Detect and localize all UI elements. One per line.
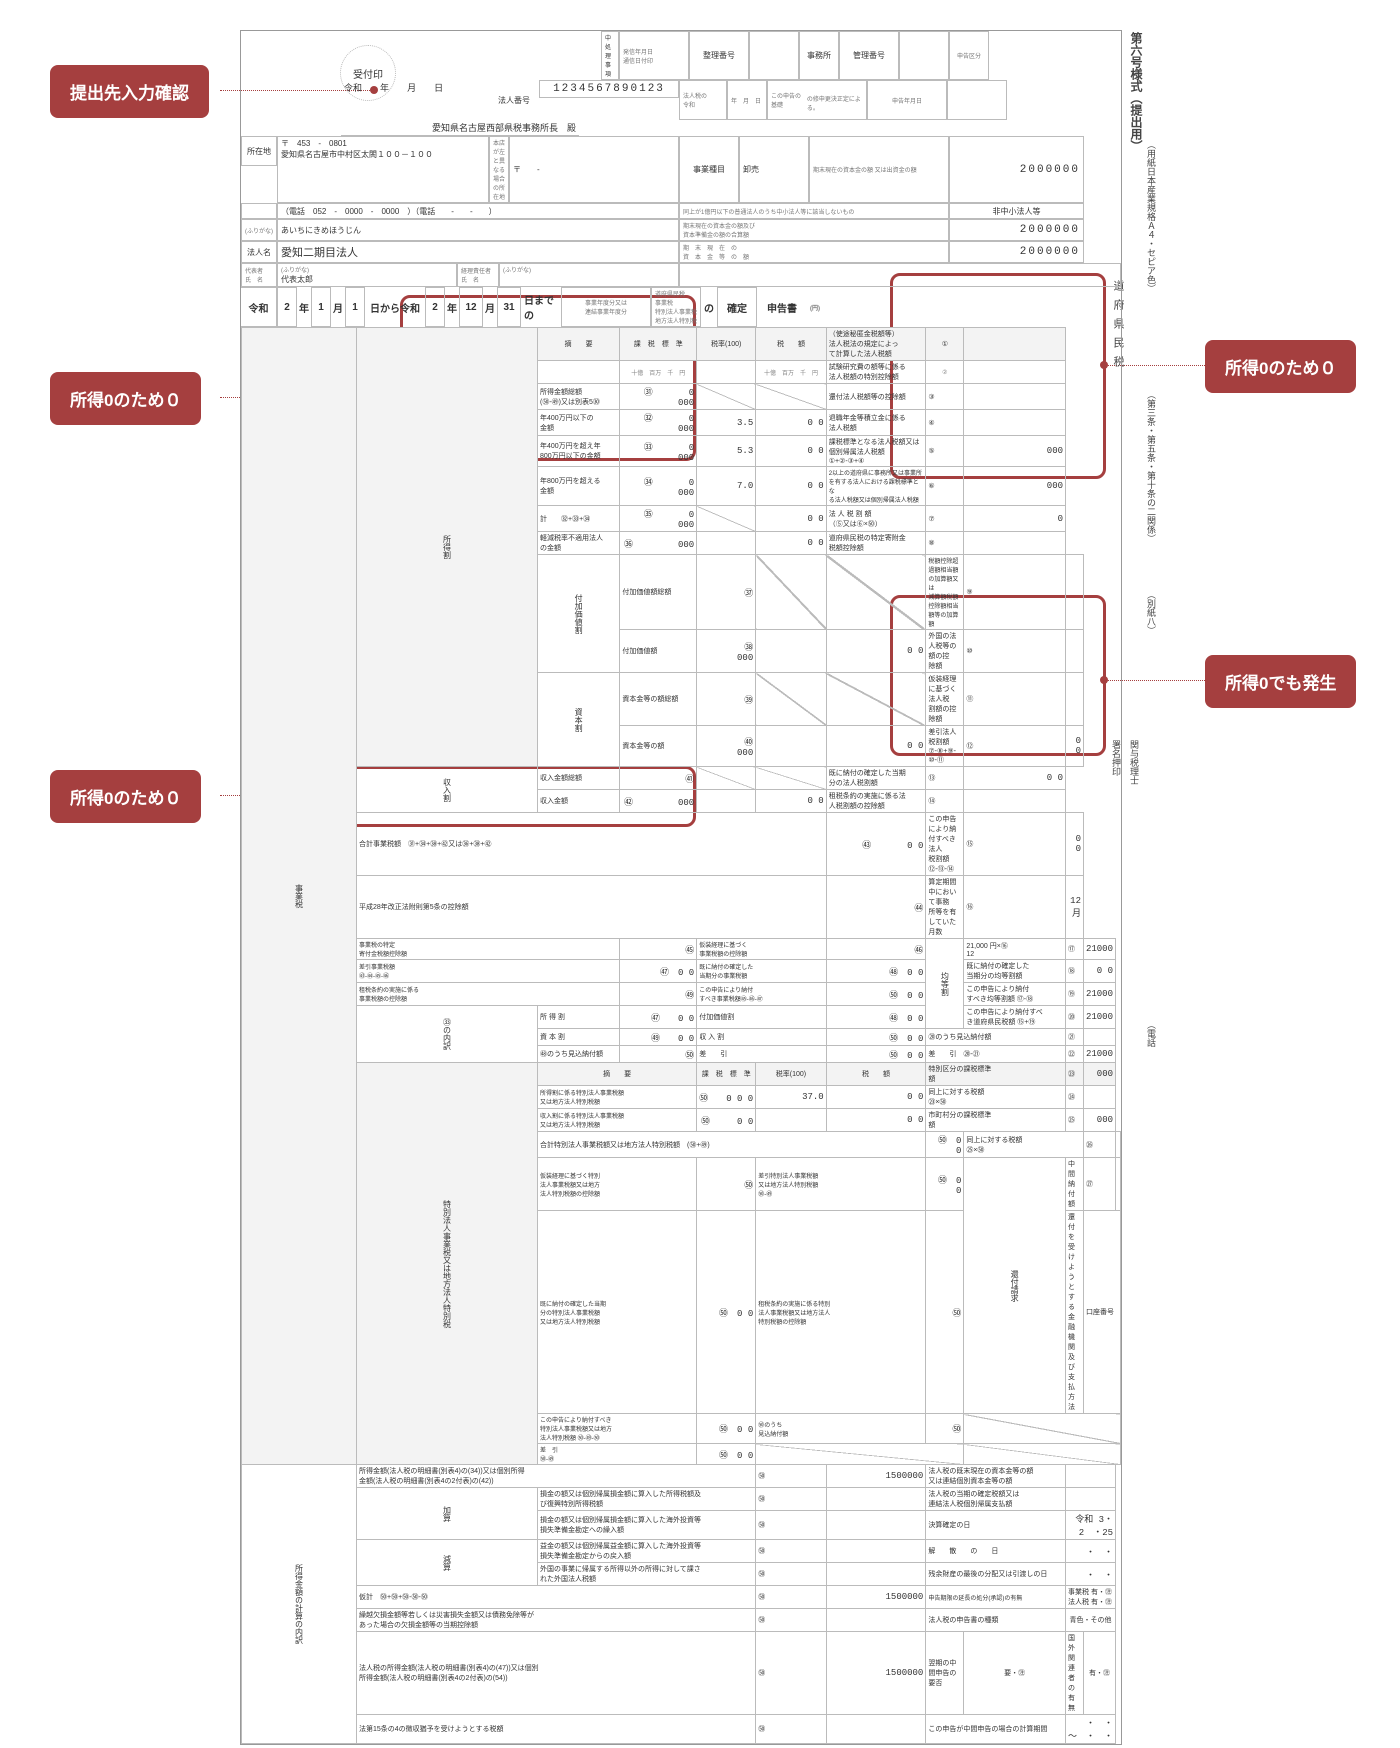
tel: 052 - 0000 - 0000 — [313, 206, 399, 217]
hdr-date: 発信年月日通信日付印 — [619, 31, 689, 80]
zeirishi-label: 関与税理士 — [1128, 740, 1141, 785]
main-table: 事業税 所得割 摘 要 課 税 標 準 税率(100) 税 額 （使途秘匿金税額… — [241, 327, 1121, 1744]
shotoku-keisan-vt: 所得金額の計算の内訳 — [242, 1465, 357, 1744]
tokubetsu-vt: 特別法人事業税又は地方法人特別税 — [357, 1063, 538, 1465]
month2: 12 — [459, 287, 483, 327]
amt63: 1500000 — [826, 1465, 926, 1488]
callout-bot-right: 所得0でも発生 — [1205, 655, 1356, 708]
honten-label: 本店が左と異なる場合の所在地 — [489, 136, 509, 203]
shinkoku-date-label: 申告年月日 — [867, 80, 947, 120]
houjin-zei: 法人税の令和 — [679, 80, 727, 120]
form-subtitle-3: （別紙八） — [1145, 590, 1158, 635]
callout-mid-left: 所得0のため０ — [50, 372, 201, 425]
kubun-label: 申告区分 — [949, 31, 989, 80]
form-container: 中処理事項 発信年月日通信日付印 整理番号 事務所 管理番号 申告区分 令和 年… — [240, 30, 1122, 1745]
kanri-label: 管理番号 — [839, 31, 899, 80]
shotoku-vt: 所得割 — [357, 328, 538, 767]
year1: 2 — [277, 287, 297, 327]
aoiro: 青色・その他 — [1066, 1609, 1116, 1632]
seiri-value — [749, 31, 799, 80]
cap-l1: 期末現在の資本金の額 又は出資金の額 — [809, 136, 949, 203]
jigyo-label: 事業種目 — [679, 136, 739, 203]
jigyo-vt: 事業税 — [242, 328, 357, 1465]
amt68: 1500000 — [826, 1586, 926, 1609]
furigana: あいちにきめほうじん — [277, 219, 679, 241]
cap-a1: 2000000 — [949, 136, 1084, 203]
kanri-value — [899, 31, 949, 80]
page: 提出先入力確認 所得0のため０ 所得0のため０ 所得0のため０ 所得0でも発生 … — [20, 20, 1400, 1220]
year2: 2 — [425, 287, 445, 327]
houjin-name-label: 法人名 — [241, 241, 277, 263]
daihyo: 代表太郎 — [281, 274, 313, 285]
cap-l3: 期末現在の資本金の額及び 資本準備金の額の合算額 — [679, 219, 949, 241]
keiri-label: 経理責任者 氏 名 — [457, 263, 499, 287]
callout-bot-left: 所得0のため０ — [50, 770, 201, 823]
daihyo-label: 代表者 氏 名 — [241, 263, 277, 287]
tel-label-right: （電話 — [1145, 1020, 1158, 1047]
kakutei: 確定 — [717, 287, 757, 327]
tel-row: （電話 052 - 0000 - 0000 ）（電話 - - ） — [277, 203, 679, 219]
kono-label: この申告の基礎の修申更決正定による。 — [767, 80, 867, 120]
day1: 1 — [345, 287, 365, 327]
form-subtitle-1: （用紙日本産業規格Ａ４・セピア色） — [1145, 140, 1158, 293]
cap-l4: 期 末 現 在 の 資 本 金 等 の 額 — [679, 241, 949, 263]
amt70: 1500000 — [826, 1632, 926, 1715]
form-title-right: 第六号様式（提出用） — [1128, 32, 1145, 152]
kinto-17: 21000 — [1083, 939, 1115, 960]
addr-label: 所在地 — [241, 136, 277, 166]
cap-a4: 2000000 — [949, 241, 1084, 263]
day2: 31 — [497, 287, 521, 327]
jigyo-value: 卸売 — [739, 136, 809, 203]
callout-top: 提出先入力確認 — [50, 65, 209, 118]
houjin-bangou-label: 法人番号 — [489, 80, 539, 120]
kinto-20: 21000 — [1083, 1006, 1115, 1029]
cap-a3: 2000000 — [949, 219, 1084, 241]
reiwa-prefix: 令和 — [344, 83, 362, 93]
kinto-22: 21000 — [1083, 1046, 1115, 1063]
jimusho-label: 事務所 — [799, 31, 839, 80]
header: 中処理事項 発信年月日通信日付印 整理番号 事務所 管理番号 申告区分 令和 年… — [241, 31, 1121, 327]
month1: 1 — [311, 287, 331, 327]
chu-label: 中処理事項 — [601, 31, 619, 80]
postal: 453 - 0801 — [297, 139, 347, 148]
form-subtitle-2: （第三条・第五条・第十条の二関係） — [1145, 390, 1158, 543]
callout-mid-right: 所得0のため０ — [1205, 340, 1356, 393]
houjin-bangou: 1234567890123 — [539, 80, 679, 98]
cap-l2: 同上が1億円以下の普通法人のうち中小法人等に該当しないもの — [679, 203, 949, 219]
submit-to: 愛知県名古屋西部県税事務所長 殿 — [341, 120, 579, 136]
seiri-label: 整理番号 — [689, 31, 749, 80]
houjin-name: 愛知二期目法人 — [277, 241, 679, 263]
cap-l2r: 非中小法人等 — [949, 203, 1084, 219]
address: 愛知県名古屋市中村区太閤１００－１００ — [281, 149, 433, 160]
kessan-date: 令和 3・ 2 ・25 — [1066, 1511, 1116, 1540]
kinto-19: 21000 — [1083, 983, 1115, 1006]
